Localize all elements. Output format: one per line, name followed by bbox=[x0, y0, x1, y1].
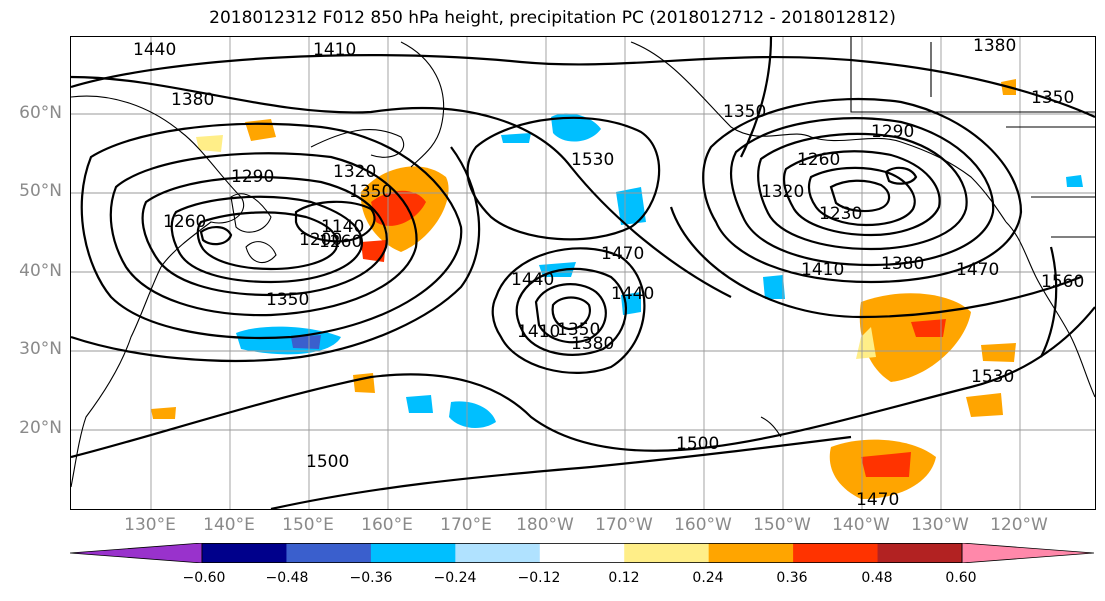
contour-label: 1410 bbox=[313, 40, 356, 60]
map-title: 2018012312 F012 850 hPa height, precipit… bbox=[209, 8, 896, 28]
contour-label: 1260 bbox=[797, 150, 840, 170]
colorbar-cell bbox=[877, 543, 963, 563]
lat-label-50n: 50°N bbox=[19, 181, 62, 201]
contour-label: 1470 bbox=[956, 260, 999, 280]
colorbar-cell bbox=[370, 543, 456, 563]
contour-label: 1350 bbox=[723, 102, 766, 122]
lon-label-120w: 120°W bbox=[990, 515, 1048, 535]
lon-label-150e: 150°E bbox=[282, 515, 334, 535]
colorbar-tick: −0.24 bbox=[433, 570, 477, 586]
lon-label-170e: 170°E bbox=[440, 515, 492, 535]
colorbar-tick: −0.48 bbox=[265, 570, 309, 586]
lon-label-130e: 130°E bbox=[124, 515, 176, 535]
colorbar-tick: −0.60 bbox=[182, 570, 226, 586]
coastlines bbox=[71, 37, 1095, 488]
contour-label: 1260 bbox=[163, 212, 206, 232]
colorbar-tick: 0.36 bbox=[776, 570, 808, 586]
contour-label: 1290 bbox=[871, 122, 914, 142]
contour-label: 1290 bbox=[231, 167, 274, 187]
colorbar-tick: 0.12 bbox=[608, 570, 640, 586]
colorbar-tick: −0.12 bbox=[517, 570, 561, 586]
lon-label-160w: 160°W bbox=[674, 515, 732, 535]
lon-label-170w: 170°W bbox=[595, 515, 653, 535]
lon-label-180w: 180°W bbox=[516, 515, 574, 535]
colorbar-extend-high bbox=[961, 543, 1094, 563]
contour-label: 1410 bbox=[801, 260, 844, 280]
contour-label: 1440 bbox=[611, 284, 654, 304]
contour-label: 1530 bbox=[971, 367, 1014, 387]
colorbar-tick: 0.48 bbox=[861, 570, 893, 586]
colorbar-extend-low bbox=[70, 543, 203, 563]
contour-label: 1380 bbox=[973, 36, 1016, 56]
contour-label: 1500 bbox=[676, 434, 719, 454]
contour-label: 1260 bbox=[319, 232, 362, 252]
contour-label: 1380 bbox=[881, 254, 924, 274]
lat-label-60n: 60°N bbox=[19, 103, 62, 123]
contour-label: 1530 bbox=[571, 150, 614, 170]
contour-label: 1200 bbox=[299, 230, 342, 250]
contour-label: 1440 bbox=[133, 40, 176, 60]
contour-label: 1320 bbox=[333, 162, 376, 182]
lat-label-20n: 20°N bbox=[19, 418, 62, 438]
contour-label: 1560 bbox=[1041, 272, 1084, 292]
contour-label: 1350 bbox=[349, 182, 392, 202]
contour-label: 1440 bbox=[511, 270, 554, 290]
colorbar-cell bbox=[539, 543, 625, 563]
colorbar-cell bbox=[286, 543, 372, 563]
contour-label: 1500 bbox=[306, 452, 349, 472]
colorbar bbox=[70, 543, 1094, 563]
contour-label: 1350 bbox=[1031, 88, 1074, 108]
colorbar-outline bbox=[201, 543, 963, 563]
height-contours bbox=[71, 37, 1095, 509]
lon-label-130w: 130°W bbox=[911, 515, 969, 535]
lat-label-30n: 30°N bbox=[19, 339, 62, 359]
contour-label: 1380 bbox=[171, 90, 214, 110]
contour-label: 1140 bbox=[321, 217, 364, 237]
lon-label-160e: 160°E bbox=[361, 515, 413, 535]
contour-label: 1470 bbox=[601, 244, 644, 264]
map-panel: 1440 1410 1380 1380 1350 1260 1290 1320 … bbox=[70, 36, 1096, 510]
contour-label: 1380 bbox=[571, 334, 614, 354]
contour-label: 1410 bbox=[517, 322, 560, 342]
contour-label: 1230 bbox=[819, 204, 862, 224]
lon-label-140w: 140°W bbox=[832, 515, 890, 535]
graticule bbox=[71, 37, 1095, 509]
lon-label-140e: 140°E bbox=[203, 515, 255, 535]
colorbar-tick: 0.24 bbox=[692, 570, 724, 586]
colorbar-cell bbox=[793, 543, 879, 563]
contour-label: 1470 bbox=[856, 490, 899, 510]
precip-shading bbox=[151, 79, 1083, 499]
contour-labels: 1440 1410 1380 1380 1350 1260 1290 1320 … bbox=[133, 36, 1084, 510]
lat-label-40n: 40°N bbox=[19, 261, 62, 281]
colorbar-tick: 0.60 bbox=[945, 570, 977, 586]
colorbar-cell bbox=[202, 543, 287, 563]
contour-label: 1320 bbox=[761, 182, 804, 202]
colorbar-cell bbox=[455, 543, 541, 563]
colorbar-cell bbox=[708, 543, 794, 563]
contour-label: 1350 bbox=[557, 320, 600, 340]
colorbar-cell bbox=[624, 543, 710, 563]
contour-label: 1350 bbox=[266, 290, 309, 310]
lon-label-150w: 150°W bbox=[753, 515, 811, 535]
colorbar-tick: −0.36 bbox=[349, 570, 393, 586]
